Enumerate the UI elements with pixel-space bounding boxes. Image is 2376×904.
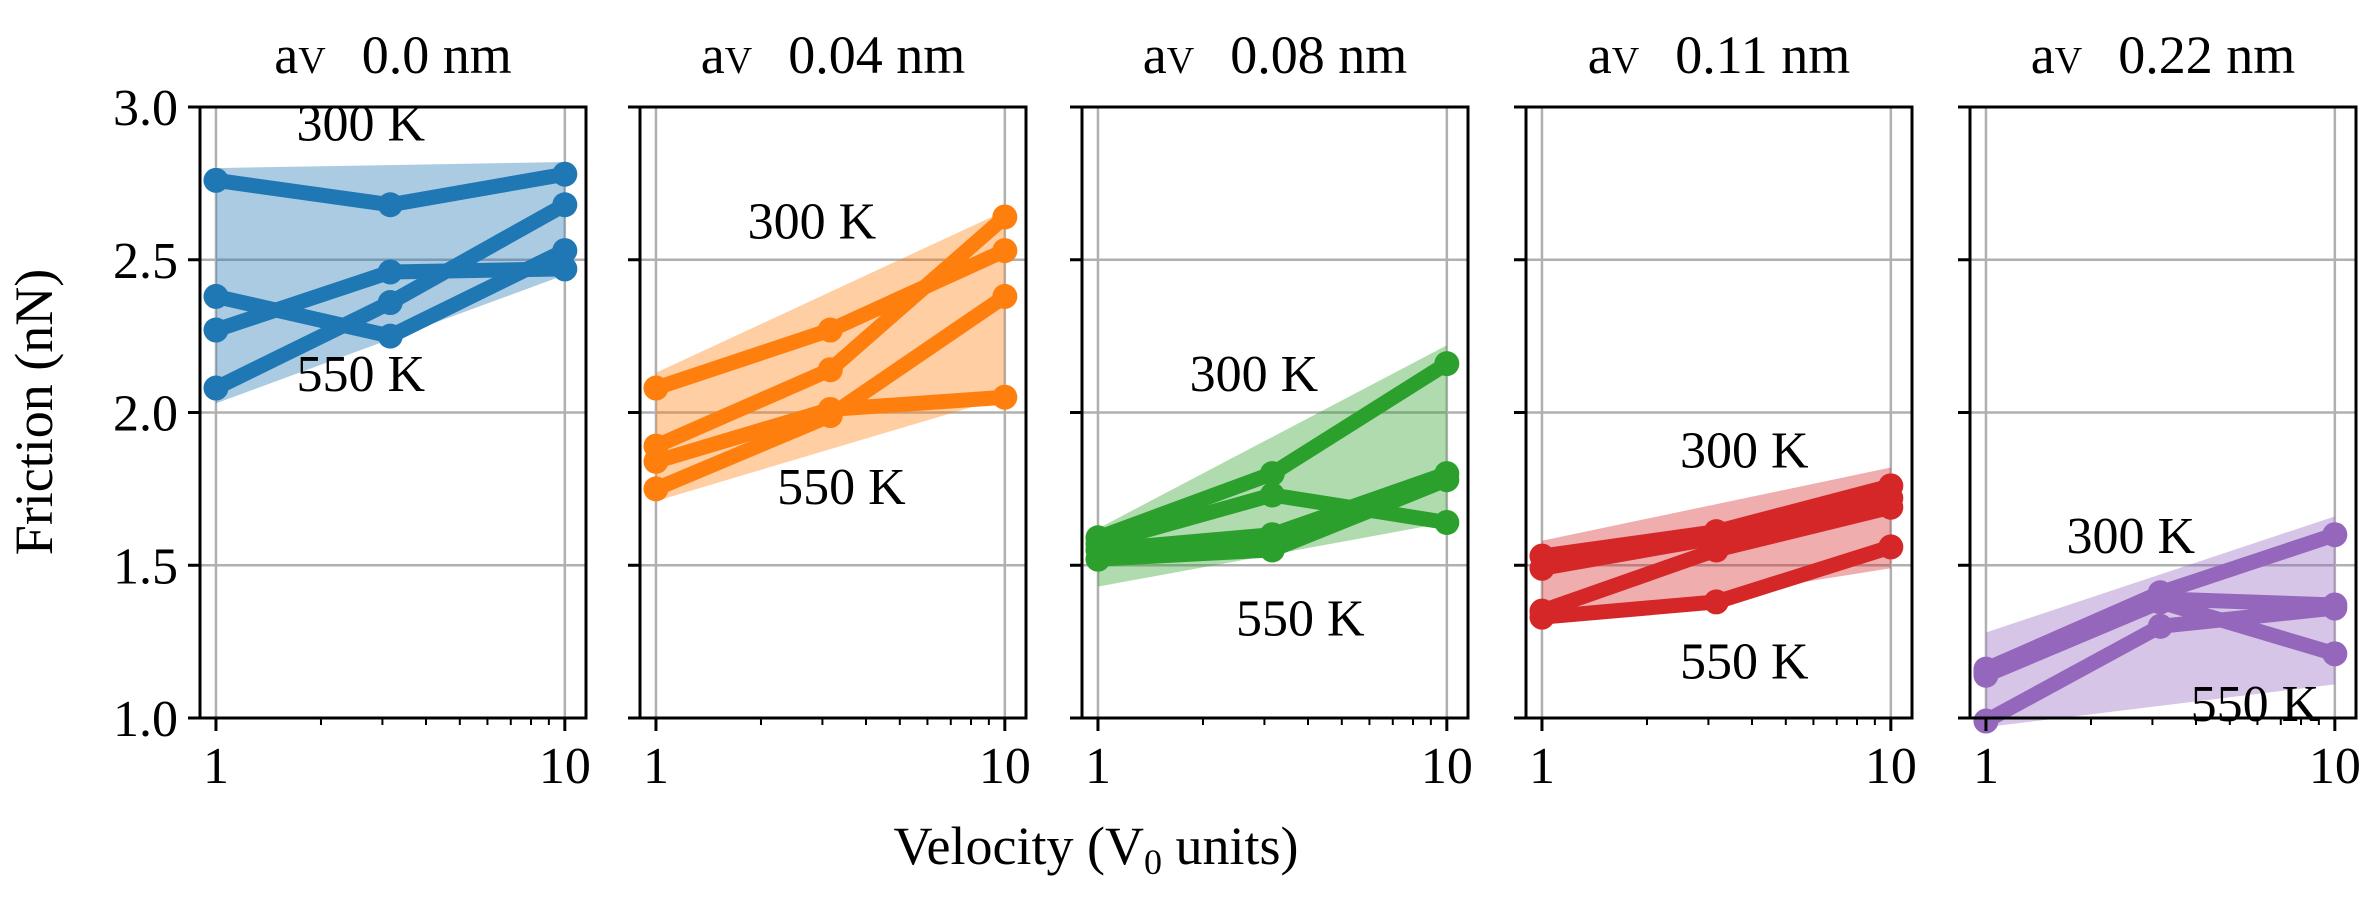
data-point bbox=[817, 403, 843, 429]
data-point bbox=[992, 204, 1018, 230]
panel-title-subscript: V bbox=[1612, 40, 1640, 82]
x-tick-label: 10 bbox=[2309, 738, 2361, 795]
data-point bbox=[1703, 589, 1729, 615]
y-tick-label: 1.0 bbox=[113, 691, 178, 748]
panel-title-value: 0.22 nm bbox=[2118, 25, 2295, 85]
panel-title-value: 0.11 nm bbox=[1675, 25, 1850, 85]
data-point bbox=[1973, 662, 1999, 688]
data-point bbox=[1703, 537, 1729, 563]
label-550k: 550 K bbox=[296, 346, 425, 403]
data-point bbox=[2147, 613, 2173, 639]
data-point bbox=[1259, 461, 1285, 487]
data-point bbox=[1529, 604, 1555, 630]
data-point bbox=[552, 161, 578, 187]
y-tick-label: 2.0 bbox=[113, 386, 178, 443]
y-tick-label: 2.5 bbox=[113, 233, 178, 290]
data-point bbox=[1434, 467, 1460, 493]
data-point bbox=[1529, 555, 1555, 581]
data-point bbox=[552, 256, 578, 282]
x-axis-title-tail: units) bbox=[1162, 816, 1299, 876]
data-point bbox=[1085, 546, 1111, 572]
data-point bbox=[1434, 509, 1460, 535]
data-point bbox=[203, 167, 229, 193]
x-tick-label: 1 bbox=[203, 738, 229, 795]
label-300k: 300 K bbox=[748, 193, 877, 250]
data-point bbox=[1878, 534, 1904, 560]
panel-title-symbol: a bbox=[2031, 25, 2055, 85]
x-axis-title: Velocity (V0 units) bbox=[894, 816, 1299, 882]
x-tick-label: 10 bbox=[1421, 738, 1473, 795]
label-550k: 550 K bbox=[1680, 633, 1809, 690]
label-550k: 550 K bbox=[2191, 676, 2320, 733]
y-axis-title: Friction (nN) bbox=[4, 269, 64, 555]
data-point bbox=[817, 317, 843, 343]
data-point bbox=[203, 283, 229, 309]
panel-5: 300 K 550 K 1 10 aV 0.22 nm bbox=[1958, 25, 2361, 795]
data-point bbox=[2322, 641, 2348, 667]
data-point bbox=[1878, 494, 1904, 520]
panel-title: aV 0.22 nm bbox=[2031, 25, 2295, 85]
y-tick-label: 1.5 bbox=[113, 538, 178, 595]
panel-title-symbol: a bbox=[701, 25, 725, 85]
panel-2: 300 K 550 K 1 10 aV 0.04 nm bbox=[628, 25, 1031, 795]
panel-4: 300 K 550 K 1 10 aV 0.11 nm bbox=[1514, 25, 1917, 795]
label-550k: 550 K bbox=[777, 459, 906, 516]
x-tick-label: 10 bbox=[539, 738, 591, 795]
data-point bbox=[1259, 537, 1285, 563]
data-point bbox=[552, 192, 578, 218]
data-point bbox=[992, 238, 1018, 264]
panel-title-symbol: a bbox=[1588, 25, 1612, 85]
x-tick-label: 1 bbox=[643, 738, 669, 795]
x-axis-title-main: Velocity (V bbox=[894, 816, 1144, 876]
data-point bbox=[552, 238, 578, 264]
x-tick-label: 10 bbox=[1865, 738, 1917, 795]
panel-title: aV 0.0 nm bbox=[274, 25, 511, 85]
data-point bbox=[377, 290, 403, 316]
data-point bbox=[377, 259, 403, 285]
x-tick-label: 1 bbox=[1085, 738, 1111, 795]
data-point bbox=[2322, 595, 2348, 621]
x-axis-title-subscript: 0 bbox=[1144, 842, 1162, 882]
panel-title-subscript: V bbox=[2055, 40, 2083, 82]
data-point bbox=[643, 448, 669, 474]
data-point bbox=[1259, 482, 1285, 508]
data-point bbox=[2322, 522, 2348, 548]
x-tick-label: 1 bbox=[1529, 738, 1555, 795]
panel-title-value: 0.08 nm bbox=[1230, 25, 1407, 85]
panel-title-value: 0.0 nm bbox=[362, 25, 512, 85]
data-point bbox=[817, 357, 843, 383]
x-tick-label: 10 bbox=[979, 738, 1031, 795]
data-point bbox=[643, 476, 669, 502]
data-point bbox=[992, 283, 1018, 309]
label-300k: 300 K bbox=[296, 96, 425, 153]
panel-1: 300 K 550 K 1.0 1.5 2.0 2.5 3.0 1 10 aV 0.0 nm bbox=[113, 25, 591, 795]
panel-title: aV 0.04 nm bbox=[701, 25, 965, 85]
y-tick-label: 3.0 bbox=[113, 80, 178, 137]
panel-title: aV 0.08 nm bbox=[1143, 25, 1407, 85]
panel-title-subscript: V bbox=[1167, 40, 1195, 82]
panel-title-value: 0.04 nm bbox=[788, 25, 965, 85]
panel-3: 300 K 550 K 1 10 aV 0.08 nm bbox=[1070, 25, 1473, 795]
panel-title-subscript: V bbox=[725, 40, 753, 82]
label-550k: 550 K bbox=[1236, 591, 1365, 648]
data-point bbox=[203, 375, 229, 401]
data-point bbox=[377, 192, 403, 218]
panel-title-symbol: a bbox=[1143, 25, 1167, 85]
data-point bbox=[643, 375, 669, 401]
label-300k: 300 K bbox=[2066, 508, 2195, 565]
label-300k: 300 K bbox=[1190, 346, 1319, 403]
panel-title-symbol: a bbox=[274, 25, 298, 85]
label-300k: 300 K bbox=[1680, 422, 1809, 479]
panel-title: aV 0.11 nm bbox=[1588, 25, 1850, 85]
data-point bbox=[2147, 589, 2173, 615]
data-point bbox=[1434, 351, 1460, 377]
data-point bbox=[203, 317, 229, 343]
x-tick-label: 1 bbox=[1973, 738, 1999, 795]
data-point bbox=[992, 384, 1018, 410]
data-point bbox=[377, 323, 403, 349]
panel-title-subscript: V bbox=[298, 40, 326, 82]
